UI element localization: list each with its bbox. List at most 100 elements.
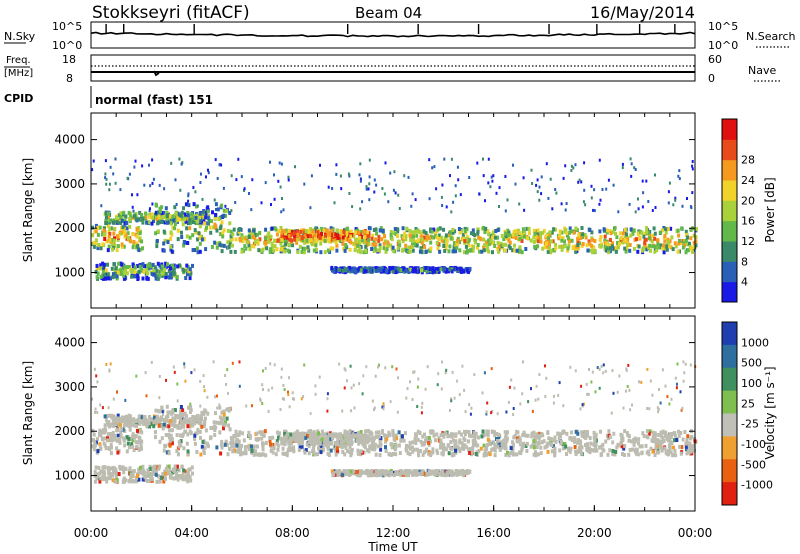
range-cell bbox=[354, 269, 358, 274]
range-cell bbox=[225, 442, 229, 447]
range-cell bbox=[351, 205, 354, 209]
range-cell bbox=[187, 220, 191, 225]
range-cell bbox=[117, 220, 121, 225]
range-cell bbox=[458, 240, 462, 245]
range-cell bbox=[228, 427, 232, 432]
range-cell bbox=[276, 430, 280, 435]
range-cell bbox=[177, 415, 180, 420]
range-cell bbox=[125, 221, 129, 226]
range-cell bbox=[497, 442, 501, 447]
range-cell bbox=[281, 397, 284, 401]
range-cell bbox=[182, 206, 185, 211]
range-cell bbox=[175, 464, 179, 469]
range-cell bbox=[495, 191, 498, 195]
range-cell bbox=[137, 270, 141, 275]
range-cell bbox=[568, 230, 572, 235]
range-cell bbox=[543, 445, 547, 450]
range-cell bbox=[572, 230, 576, 235]
range-cell bbox=[171, 271, 174, 276]
range-cell bbox=[619, 441, 623, 446]
range-cell bbox=[663, 239, 667, 244]
range-cell bbox=[682, 360, 685, 364]
range-cell bbox=[566, 236, 570, 241]
range-cell bbox=[358, 242, 362, 247]
range-cell bbox=[685, 241, 689, 246]
range-cell bbox=[444, 371, 447, 375]
range-cell bbox=[382, 246, 386, 251]
range-cell bbox=[460, 445, 464, 450]
range-cell bbox=[535, 384, 538, 388]
range-cell bbox=[115, 234, 119, 239]
range-cell bbox=[374, 237, 378, 242]
range-cell bbox=[96, 232, 100, 237]
range-cell bbox=[437, 372, 440, 376]
range-cell bbox=[356, 431, 360, 436]
range-cell bbox=[99, 246, 103, 251]
range-cell bbox=[106, 248, 110, 253]
range-cell bbox=[329, 237, 333, 242]
range-cell bbox=[164, 477, 167, 481]
range-cell bbox=[143, 415, 147, 419]
range-cell bbox=[511, 232, 515, 237]
range-cell bbox=[146, 471, 150, 476]
range-cell bbox=[98, 479, 102, 484]
range-cell bbox=[383, 472, 387, 477]
range-cell bbox=[297, 434, 301, 439]
range-cell bbox=[163, 469, 167, 474]
range-cell bbox=[677, 433, 681, 438]
range-cell bbox=[363, 235, 367, 240]
range-cell bbox=[157, 466, 161, 471]
range-cell bbox=[347, 237, 351, 242]
range-cell bbox=[222, 243, 226, 248]
range-cell bbox=[599, 235, 603, 239]
range-cell bbox=[486, 401, 489, 405]
range-cell bbox=[355, 433, 359, 438]
range-cell bbox=[629, 227, 633, 232]
range-cell bbox=[692, 240, 696, 245]
range-cell bbox=[504, 442, 508, 447]
range-cell bbox=[392, 473, 396, 478]
range-cell bbox=[213, 433, 217, 437]
range-cell bbox=[364, 244, 368, 249]
range-cell bbox=[683, 371, 686, 375]
range-cell bbox=[482, 453, 486, 458]
range-cell bbox=[611, 449, 615, 453]
range-cell bbox=[611, 440, 615, 445]
range-cell bbox=[343, 266, 347, 271]
range-cell bbox=[138, 236, 142, 241]
range-cell bbox=[237, 441, 241, 446]
range-cell bbox=[135, 234, 139, 239]
range-cell bbox=[411, 248, 415, 253]
range-cell bbox=[126, 176, 129, 180]
range-cell bbox=[123, 271, 127, 275]
range-cell bbox=[488, 241, 492, 246]
range-cell bbox=[479, 237, 483, 242]
range-cell bbox=[507, 233, 510, 238]
range-cell bbox=[124, 265, 128, 270]
range-cell bbox=[232, 448, 236, 453]
range-cell bbox=[413, 266, 417, 271]
range-cell bbox=[180, 210, 184, 215]
range-cell bbox=[486, 442, 490, 447]
range-cell bbox=[230, 209, 233, 213]
range-cell bbox=[375, 231, 379, 236]
range-cell bbox=[427, 441, 431, 445]
range-cell bbox=[573, 445, 577, 449]
range-cell bbox=[404, 234, 408, 238]
range-cell bbox=[260, 201, 263, 205]
range-cell bbox=[275, 441, 279, 446]
range-cell bbox=[343, 248, 347, 253]
range-cell bbox=[171, 437, 174, 442]
range-cell bbox=[629, 233, 633, 238]
range-cell bbox=[250, 444, 253, 449]
range-cell bbox=[620, 444, 624, 449]
range-cell bbox=[376, 473, 380, 477]
range-cell bbox=[594, 390, 597, 394]
range-cell bbox=[131, 445, 135, 449]
range-cell bbox=[596, 366, 599, 369]
range-cell bbox=[311, 437, 315, 442]
range-cell bbox=[471, 446, 475, 450]
range-cell bbox=[148, 467, 152, 471]
range-cell bbox=[498, 205, 500, 208]
